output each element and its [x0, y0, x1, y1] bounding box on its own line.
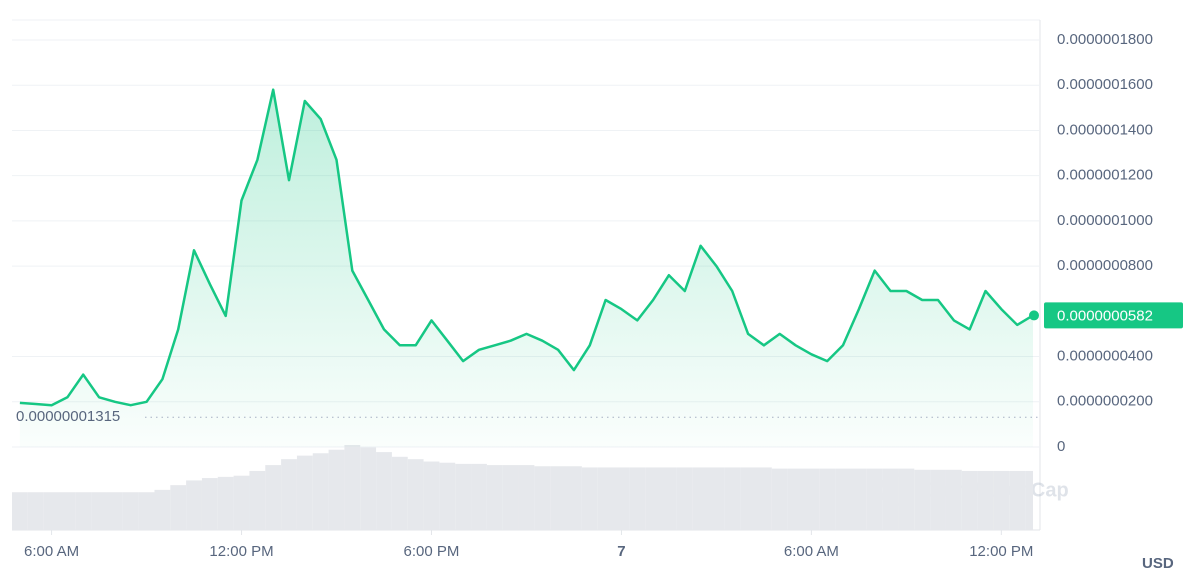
- price-line: [19, 88, 1034, 407]
- x-tick-label: 12:00 PM: [969, 543, 1033, 560]
- volume-bar: [534, 466, 551, 530]
- volume-bar: [455, 463, 472, 530]
- y-tick-label: 0.0000000400: [1057, 348, 1153, 365]
- volume-bar: [186, 480, 202, 530]
- volume-bar: [613, 467, 630, 530]
- volume-bar: [75, 492, 92, 530]
- volume-bar: [281, 459, 297, 530]
- y-tick-label: 0.0000000800: [1057, 257, 1153, 274]
- volume-bar: [550, 466, 567, 530]
- volume-bar: [391, 456, 408, 530]
- volume-bar: [771, 468, 788, 530]
- volume-bar: [930, 469, 946, 530]
- volume-bar: [201, 478, 218, 530]
- y-tick-label: 0.0000000200: [1057, 393, 1153, 410]
- volume-bar: [993, 470, 1010, 530]
- volume-bar: [803, 468, 820, 530]
- volume-bar: [296, 455, 313, 530]
- volume-bar: [724, 467, 741, 530]
- x-tick-label: 6:00 AM: [24, 543, 79, 560]
- volume-bar: [692, 467, 709, 530]
- volume-bar: [819, 468, 836, 530]
- volume-bar: [249, 470, 266, 530]
- volume-bar: [866, 468, 883, 530]
- volume-bar: [122, 492, 139, 530]
- x-tick-label: 7: [617, 543, 625, 560]
- volume-bar: [502, 465, 519, 530]
- volume-bar: [755, 467, 772, 530]
- volume-bar: [439, 462, 456, 530]
- volume-bar: [423, 461, 440, 530]
- volume-bar: [645, 467, 662, 530]
- y-tick-label: 0.0000001000: [1057, 212, 1153, 229]
- volume-bar: [787, 468, 804, 530]
- y-tick-label: 0.0000001200: [1057, 167, 1153, 184]
- volume-bar: [360, 447, 377, 530]
- y-tick-label: 0: [1057, 438, 1065, 455]
- current-price-badge: [1044, 302, 1183, 329]
- volume-bar: [471, 463, 487, 530]
- volume-bar: [328, 449, 345, 530]
- volume-bar: [708, 467, 725, 530]
- y-tick-label: 0.0000001800: [1057, 31, 1153, 48]
- volume-bar: [233, 475, 250, 530]
- volume-bar: [1009, 470, 1026, 530]
- volume-bar: [581, 467, 598, 530]
- volume-bar: [518, 465, 535, 530]
- volume-bar: [12, 492, 28, 530]
- current-price-dot: [1029, 310, 1039, 321]
- volume-bar: [407, 459, 424, 530]
- volume-bar: [566, 466, 582, 530]
- volume-bar: [882, 468, 899, 530]
- volume-bar: [106, 492, 123, 530]
- volume-bar: [1025, 470, 1033, 530]
- volume-bar: [945, 469, 962, 530]
- volume-bar: [312, 453, 329, 530]
- volume-bar: [91, 492, 107, 530]
- volume-bar: [740, 467, 756, 530]
- price-area: [19, 89, 1033, 447]
- volume-bar: [597, 467, 614, 530]
- volume-bar: [676, 467, 693, 530]
- current-price-label: 0.0000000582: [1057, 307, 1153, 324]
- volume-bar: [835, 468, 851, 530]
- x-tick-label: 12:00 PM: [209, 543, 273, 560]
- volume-bar: [43, 492, 60, 530]
- volume-bar: [217, 476, 234, 530]
- volume-bar: [170, 485, 187, 530]
- volume-bar: [629, 467, 646, 530]
- volume-bar: [59, 492, 76, 530]
- volume-bar: [977, 470, 994, 530]
- volume-bar: [898, 468, 915, 530]
- volume-bar: [154, 489, 171, 530]
- volume-bar: [661, 467, 677, 530]
- volume-bar: [27, 492, 44, 530]
- volume-bar: [486, 465, 503, 530]
- volume-bar: [850, 468, 867, 530]
- volume-bar: [914, 469, 931, 530]
- volume-bar: [961, 470, 978, 530]
- volume-bar: [138, 492, 155, 530]
- y-tick-label: 0.0000001600: [1057, 76, 1153, 93]
- y-tick-label: 0.0000001400: [1057, 121, 1153, 138]
- currency-label: USD: [1142, 555, 1174, 572]
- x-tick-label: 6:00 AM: [784, 543, 839, 560]
- x-tick-label: 6:00 PM: [404, 543, 460, 560]
- volume-bar: [344, 445, 361, 530]
- volume-bar: [376, 452, 392, 530]
- reference-label: 0.00000001315: [16, 408, 120, 425]
- volume-bar: [265, 465, 282, 530]
